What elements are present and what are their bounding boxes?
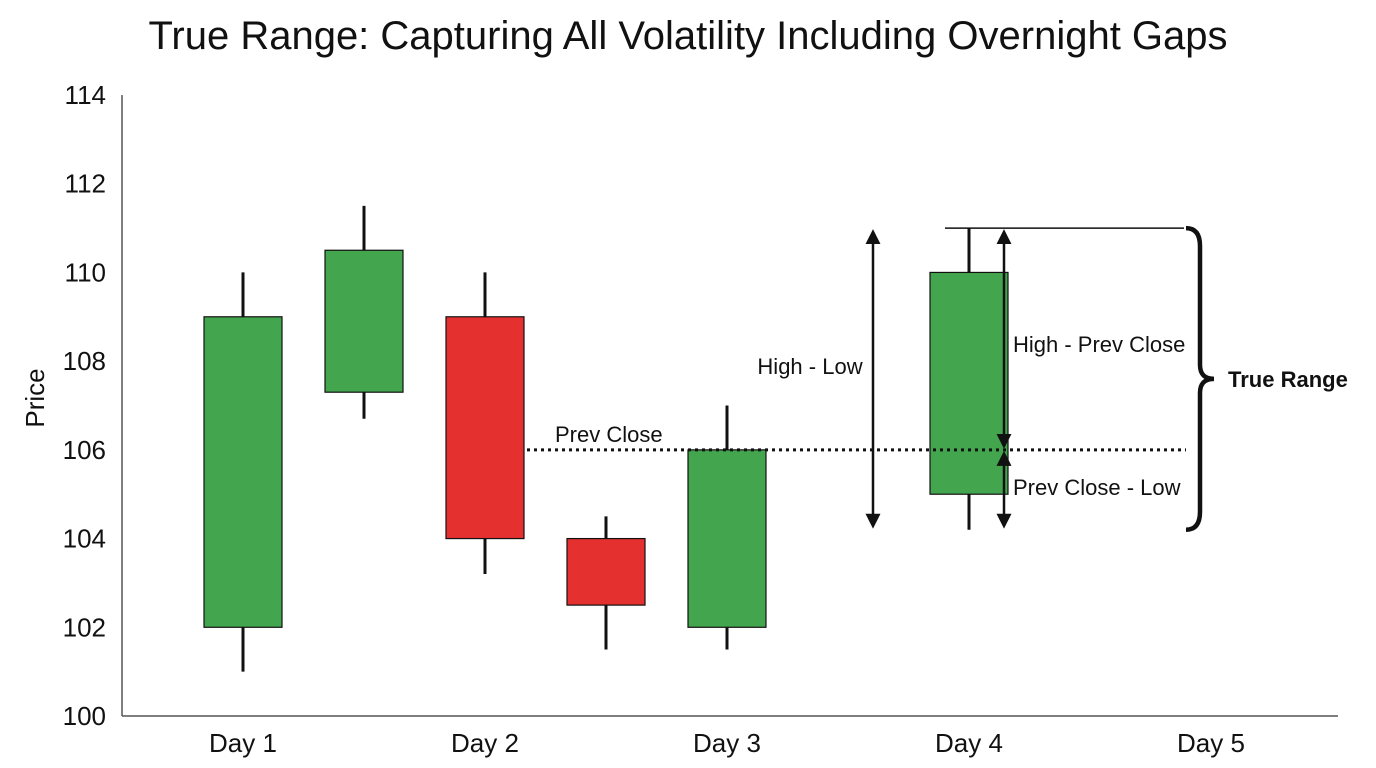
y-axis-label: Price <box>20 368 50 427</box>
x-tick-label: Day 1 <box>209 728 277 758</box>
true-range-brace <box>1185 225 1215 532</box>
y-tick-label: 100 <box>63 701 106 731</box>
true-range-label: True Range <box>1228 367 1348 392</box>
y-tick-label: 110 <box>65 257 106 287</box>
y-ticks: 100 102 104 106 108 110 112 114 <box>63 80 106 731</box>
high-prev-close-label: High - Prev Close <box>1013 332 1185 357</box>
candle-body <box>687 449 767 628</box>
x-tick-label: Day 5 <box>1177 728 1245 758</box>
x-tick-label: Day 3 <box>693 728 761 758</box>
y-tick-label: 108 <box>63 346 106 376</box>
candle-down <box>566 516 646 650</box>
y-tick-label: 106 <box>63 435 106 465</box>
x-tick-label: Day 2 <box>451 728 519 758</box>
y-tick-label: 114 <box>65 80 106 110</box>
chart-title: True Range: Capturing All Volatility Inc… <box>148 14 1228 58</box>
y-tick-label: 112 <box>65 169 106 199</box>
candle-body <box>203 316 283 628</box>
prev-close-label: Prev Close <box>555 422 663 447</box>
x-tick-label: Day 4 <box>935 728 1003 758</box>
candle-down <box>445 272 525 575</box>
candle-up <box>687 405 767 650</box>
candle-body <box>445 316 525 540</box>
axes <box>121 95 1338 717</box>
candle-up <box>929 228 1009 530</box>
annotations: Prev Close High - Low High - Prev Close Pre… <box>527 225 1348 532</box>
candles <box>203 205 1009 672</box>
y-tick-label: 102 <box>63 612 106 642</box>
candle-body <box>324 249 404 393</box>
candle-up <box>324 205 404 419</box>
high-low-label: High - Low <box>757 354 862 379</box>
candle-body <box>566 537 646 606</box>
candle-up <box>203 272 283 672</box>
prev-close-low-label: Prev Close - Low <box>1013 475 1181 500</box>
x-ticks: Day 1 Day 2 Day 3 Day 4 Day 5 <box>209 728 1245 758</box>
candle-body <box>929 271 1009 495</box>
y-tick-label: 104 <box>63 524 106 554</box>
